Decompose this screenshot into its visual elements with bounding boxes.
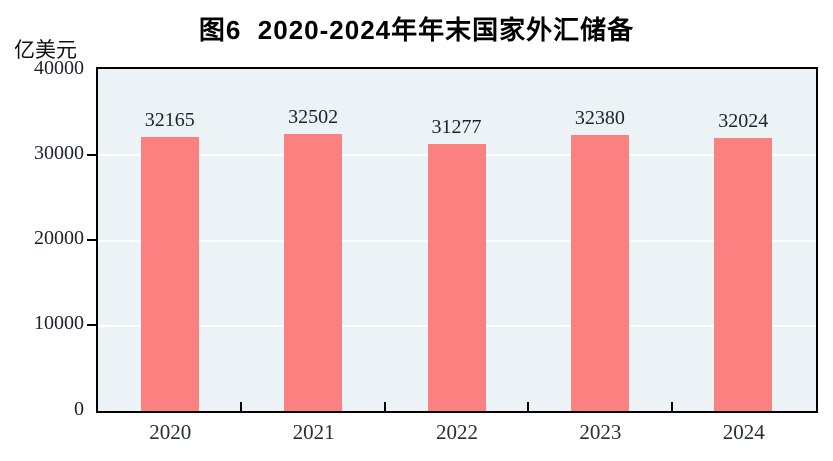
bar-2020	[140, 136, 199, 411]
y-axis-tick-20000	[87, 239, 96, 241]
y-axis-label-0: 0	[74, 397, 84, 420]
x-axis-label-2022: 2022	[436, 420, 478, 444]
bar-2021	[284, 133, 343, 411]
bar-value-label-2023: 32380	[574, 106, 625, 129]
y-axis-label-40000: 40000	[34, 56, 84, 79]
plot-area: 32165 32502 31277 32380 32024	[96, 67, 818, 413]
y-axis-tick-30000	[87, 153, 96, 156]
x-axis-label-2020: 2020	[149, 420, 192, 444]
y-axis-label-20000: 20000	[34, 227, 84, 249]
x-axis-tick-2	[383, 402, 386, 411]
bar-value-label-2020: 32165	[144, 108, 195, 131]
y-axis-label-30000: 30000	[34, 141, 84, 164]
x-axis-label-2024: 2024	[722, 420, 765, 444]
x-axis-tick-3	[527, 402, 530, 411]
x-axis-tick-1	[240, 402, 243, 411]
x-axis-label-2023: 2023	[579, 420, 622, 444]
bar-value-label-2022: 31277	[431, 116, 482, 139]
y-axis-unit-label: 亿美元	[14, 38, 77, 62]
bar-2023	[570, 134, 629, 411]
bar-value-label-2021: 32502	[288, 105, 339, 128]
bar-2024	[714, 138, 773, 411]
x-axis-label-2021: 2021	[292, 420, 335, 444]
y-axis-label-10000: 10000	[34, 312, 84, 335]
y-axis-tick-10000	[87, 324, 96, 327]
bar-2022	[427, 144, 486, 411]
x-axis-tick-4	[670, 402, 673, 411]
bar-value-label-2024: 32024	[718, 110, 769, 132]
chart-title: 图6 2020-2024年年末国家外汇储备	[198, 15, 635, 45]
